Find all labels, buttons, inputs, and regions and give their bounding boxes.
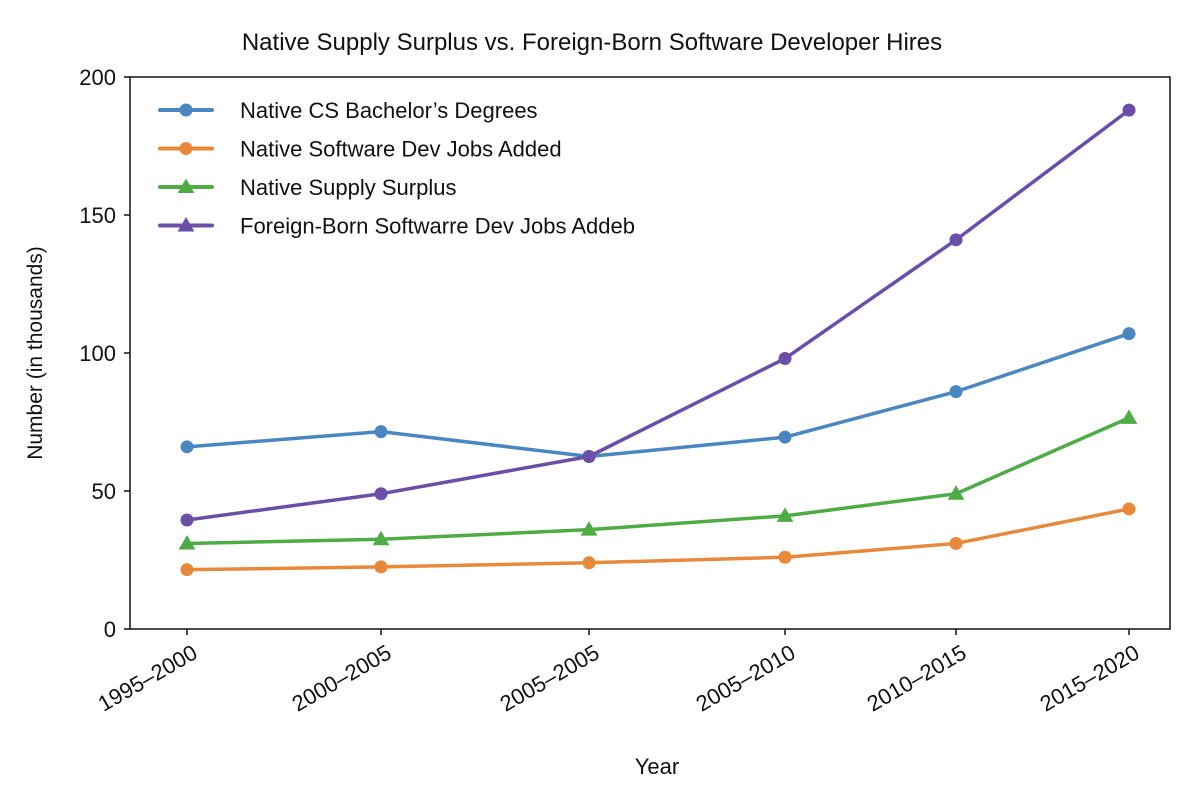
chart-title: Native Supply Surplus vs. Foreign-Born S…	[242, 29, 942, 56]
legend: Native CS Bachelor’s Degrees Native Softw…	[158, 98, 635, 239]
data-point	[778, 352, 792, 366]
data-point	[949, 233, 963, 247]
series-line	[186, 416, 1130, 546]
data-point	[374, 425, 388, 439]
legend-label: Foreign-Born Softwarre Dev Jobs Addeb	[240, 214, 635, 239]
y-tick-label: 0	[104, 617, 116, 642]
y-tick-label: 50	[92, 479, 116, 504]
series-2	[178, 409, 1138, 550]
data-point	[1122, 502, 1136, 516]
data-point	[778, 430, 792, 444]
y-tick-label: 150	[79, 203, 116, 228]
legend-label: Native Software Dev Jobs Added	[240, 137, 562, 162]
data-point	[776, 507, 794, 522]
data-point	[180, 563, 194, 577]
legend-item-0: Native CS Bachelor’s Degrees	[158, 98, 538, 123]
series-1	[180, 502, 1136, 577]
series-line	[186, 507, 1130, 572]
data-point	[374, 560, 388, 574]
data-point	[582, 450, 596, 463]
y-axis-label: Number (in thousands)	[24, 246, 47, 460]
data-point	[180, 440, 194, 454]
y-tick-label: 200	[79, 65, 116, 90]
legend-item-2: Native Supply Surplus	[158, 175, 456, 200]
data-point	[949, 385, 963, 399]
data-point	[949, 536, 963, 550]
data-point	[372, 530, 390, 546]
y-axis: 0 50 100 150 200	[79, 65, 130, 642]
data-point	[580, 521, 598, 536]
series-0	[180, 327, 1136, 463]
series-group	[178, 103, 1138, 577]
y-tick-label: 100	[79, 341, 116, 366]
x-tick-label: 2010–2015	[863, 640, 971, 717]
data-point	[374, 487, 388, 501]
x-axis-label: Year	[635, 754, 679, 779]
legend-marker	[179, 142, 193, 155]
x-tick-label: 2005–2010	[692, 640, 800, 717]
legend-label: Native Supply Surplus	[240, 175, 456, 200]
legend-item-3: Foreign-Born Softwarre Dev Jobs Addeb	[158, 214, 635, 239]
x-tick-label: 2000–2005	[288, 640, 396, 717]
x-axis: 1995–2000 2000–2005 2005–2005 2005–2010 2010…	[94, 629, 1144, 716]
series-line	[186, 108, 1131, 522]
data-point	[1122, 103, 1136, 117]
data-point	[180, 513, 194, 527]
data-point	[1122, 327, 1136, 341]
x-tick-label: 2015–2020	[1036, 640, 1144, 717]
data-point	[778, 550, 792, 564]
series-line	[186, 332, 1130, 459]
series-3	[180, 103, 1136, 527]
legend-item-1: Native Software Dev Jobs Added	[158, 137, 562, 162]
legend-marker	[177, 178, 195, 193]
data-point	[178, 534, 196, 550]
data-point	[582, 556, 596, 570]
legend-marker	[179, 103, 193, 117]
x-tick-label: 1995–2000	[94, 640, 202, 717]
legend-marker	[177, 216, 195, 232]
data-point	[947, 485, 965, 500]
legend-label: Native CS Bachelor’s Degrees	[240, 98, 538, 123]
data-point	[1120, 409, 1138, 424]
x-tick-label: 2005–2005	[496, 640, 604, 717]
